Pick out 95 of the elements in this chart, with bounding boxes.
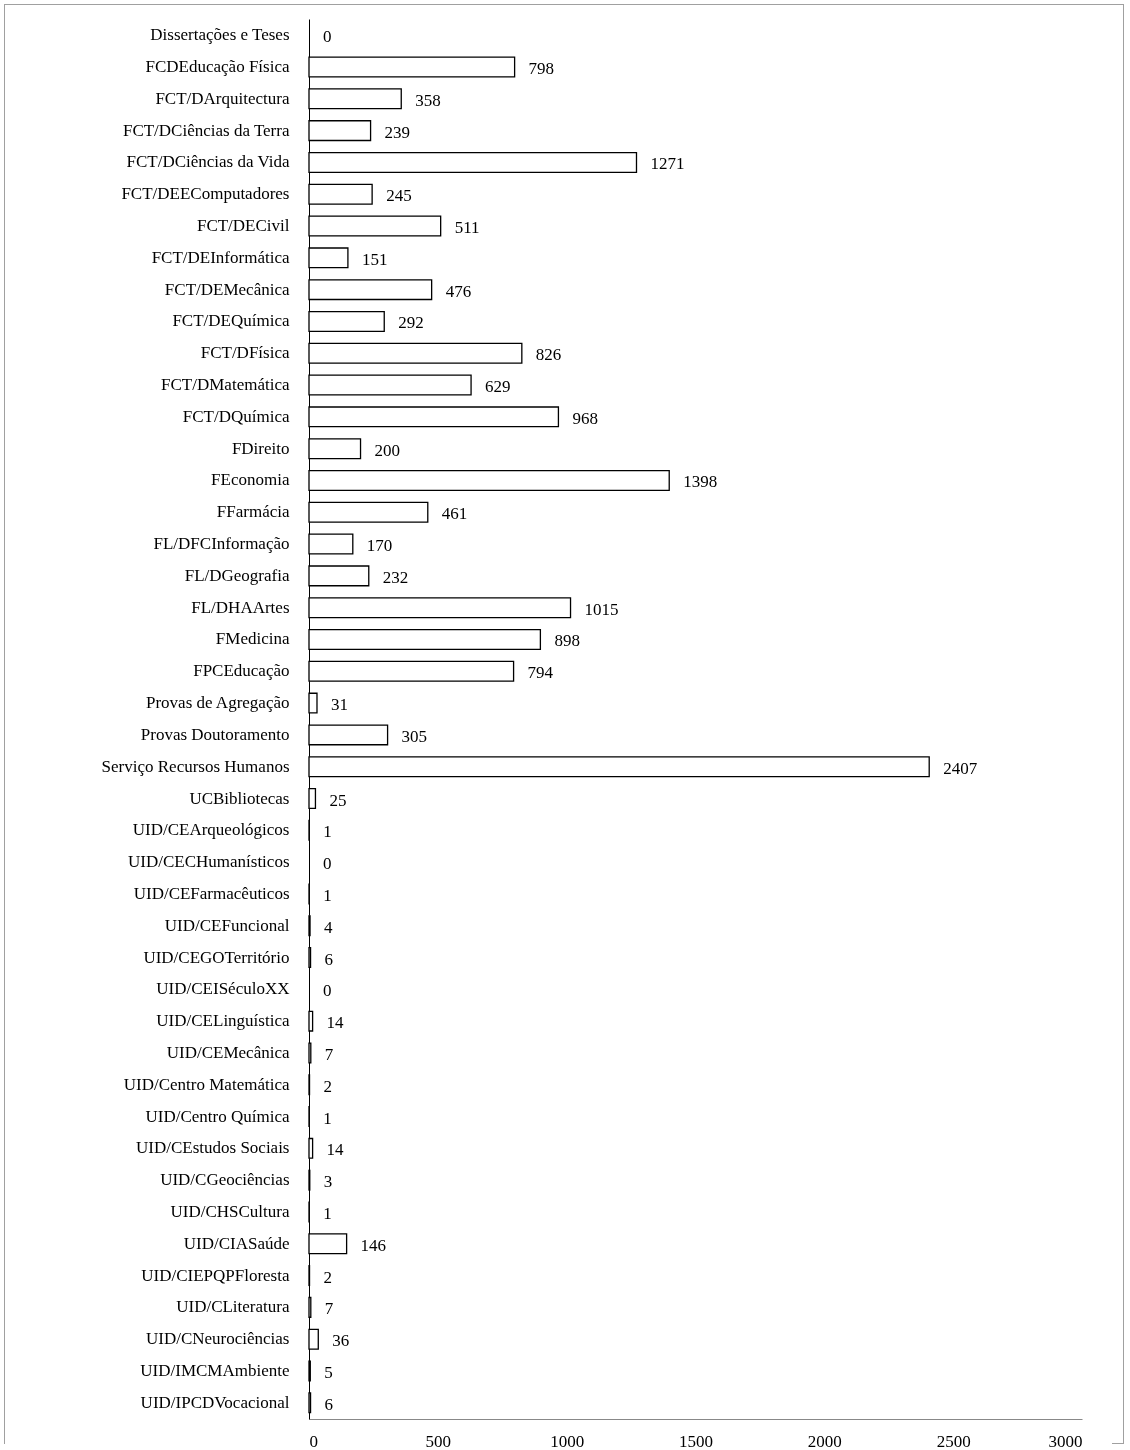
y-tick-label: UID/IMCMAmbiente xyxy=(140,1360,290,1380)
y-tick-label: UID/CEFarmacêuticos xyxy=(133,883,290,903)
y-tick-label: FCT/DFísica xyxy=(200,343,290,363)
data-label: 2 xyxy=(323,1267,333,1287)
y-tick-label: UID/CEGOTerritório xyxy=(143,947,290,967)
data-label: 1 xyxy=(323,1203,332,1223)
x-tick-label: 2000 xyxy=(807,1431,842,1450)
data-label: 245 xyxy=(386,186,412,206)
data-label: 898 xyxy=(554,631,580,651)
data-label: 25 xyxy=(329,790,347,810)
y-tick-label: UID/CGeociências xyxy=(160,1170,290,1190)
x-tick-label: 1500 xyxy=(679,1431,713,1450)
data-label: 14 xyxy=(326,1013,345,1033)
data-label: 305 xyxy=(401,726,428,746)
y-tick-label: UID/IPCDVocacional xyxy=(140,1392,290,1412)
y-tick-label: FEconomia xyxy=(211,470,290,490)
data-label: 826 xyxy=(535,345,562,365)
data-label: 7 xyxy=(324,1044,334,1064)
y-tick-label: FCT/DEInformática xyxy=(151,247,290,267)
data-label: 7 xyxy=(324,1299,334,1319)
data-label: 6 xyxy=(324,949,334,969)
data-label: 476 xyxy=(445,281,472,301)
x-tick-label: 3000 xyxy=(1048,1431,1083,1450)
x-tick-label: 500 xyxy=(425,1431,452,1450)
y-tick-label: Serviço Recursos Humanos xyxy=(101,756,290,776)
data-label: 1015 xyxy=(584,599,619,619)
data-label: 31 xyxy=(330,695,348,715)
y-tick-label: FL/DHAArtes xyxy=(191,597,290,617)
data-label: 239 xyxy=(384,122,411,142)
y-tick-label: UID/CEMecânica xyxy=(166,1042,290,1062)
y-tick-label: Provas Doutoramento xyxy=(140,724,290,744)
y-tick-label: FPCEducação xyxy=(193,661,290,681)
data-label: 170 xyxy=(366,536,393,556)
y-tick-label: FCT/DMatemática xyxy=(161,375,290,395)
y-tick-label: FCT/DEEComputadores xyxy=(121,184,290,204)
y-tick-label: UID/CLiteratura xyxy=(176,1297,290,1317)
y-tick-label: Dissertações e Teses xyxy=(150,25,290,45)
y-tick-label: UID/CIASaúde xyxy=(183,1233,290,1253)
data-label: 232 xyxy=(382,567,409,587)
data-label: 0 xyxy=(323,981,332,1001)
y-tick-label: FCT/DEMecânica xyxy=(164,279,290,299)
y-tick-label: FCT/DECivil xyxy=(196,216,290,236)
y-tick-label: UID/CNeurociências xyxy=(145,1329,290,1349)
y-tick-label: UID/CIEPQPFloresta xyxy=(141,1265,290,1285)
y-tick-label: FCDEducação Física xyxy=(145,57,290,77)
data-label: 968 xyxy=(572,408,598,428)
y-tick-label: FL/DFCInformação xyxy=(153,534,290,554)
y-tick-label: FL/DGeografia xyxy=(184,565,290,585)
data-label: 292 xyxy=(398,313,424,333)
data-label: 151 xyxy=(361,249,388,269)
y-tick-label: UID/Centro Química xyxy=(145,1106,290,1126)
y-tick-label: UID/CEArqueológicos xyxy=(132,820,290,840)
y-tick-label: UID/CELinguística xyxy=(156,1011,290,1031)
data-label: 461 xyxy=(441,504,468,524)
data-label: 358 xyxy=(415,90,441,110)
data-label: 629 xyxy=(485,377,511,397)
data-label: 794 xyxy=(527,663,554,683)
y-tick-label: UID/CECHumanísticos xyxy=(128,852,290,872)
data-label: 511 xyxy=(454,218,480,238)
data-label: 3 xyxy=(323,1172,333,1192)
y-tick-label: UID/CEISéculoXX xyxy=(156,979,290,999)
data-label: 2 xyxy=(323,1076,333,1096)
y-tick-label: UID/Centro Matemática xyxy=(123,1074,290,1094)
x-tick-label: 2500 xyxy=(936,1431,971,1450)
data-label: 0 xyxy=(323,27,332,47)
data-label: 146 xyxy=(360,1235,387,1255)
y-tick-label: FFarmácia xyxy=(216,502,290,522)
data-label: 36 xyxy=(332,1331,350,1351)
y-tick-label: FMedicina xyxy=(215,629,290,649)
data-label: 0 xyxy=(323,854,332,874)
data-label: 200 xyxy=(374,440,401,460)
data-label: 1 xyxy=(323,1108,332,1128)
y-tick-label: FCT/DQuímica xyxy=(182,406,290,426)
data-label: 5 xyxy=(324,1362,333,1382)
data-label: 1 xyxy=(323,885,332,905)
y-tick-label: UID/CHSCultura xyxy=(170,1201,290,1221)
y-tick-label: Provas de Agregação xyxy=(145,693,290,713)
data-label: 1 xyxy=(323,822,332,842)
y-tick-label: UID/CEFuncional xyxy=(164,915,290,935)
x-tick-label: 0 xyxy=(309,1431,318,1450)
data-label: 4 xyxy=(324,917,334,937)
x-tick-label: 1000 xyxy=(550,1431,585,1450)
data-label: 14 xyxy=(326,1140,345,1160)
y-tick-label: UID/CEstudos Sociais xyxy=(136,1138,290,1158)
y-tick-label: FCT/DCiências da Terra xyxy=(122,120,290,140)
y-tick-label: UCBibliotecas xyxy=(189,788,290,808)
data-label: 1398 xyxy=(683,472,718,492)
y-tick-label: FCT/DEQuímica xyxy=(172,311,290,331)
y-tick-label: FDireito xyxy=(231,438,290,458)
data-label: 2407 xyxy=(943,758,978,778)
data-label: 6 xyxy=(324,1394,334,1414)
data-label: 798 xyxy=(528,59,555,79)
data-label: 1271 xyxy=(650,154,685,174)
y-tick-label: FCT/DCiências da Vida xyxy=(126,152,290,172)
y-tick-label: FCT/DArquitectura xyxy=(155,88,290,108)
